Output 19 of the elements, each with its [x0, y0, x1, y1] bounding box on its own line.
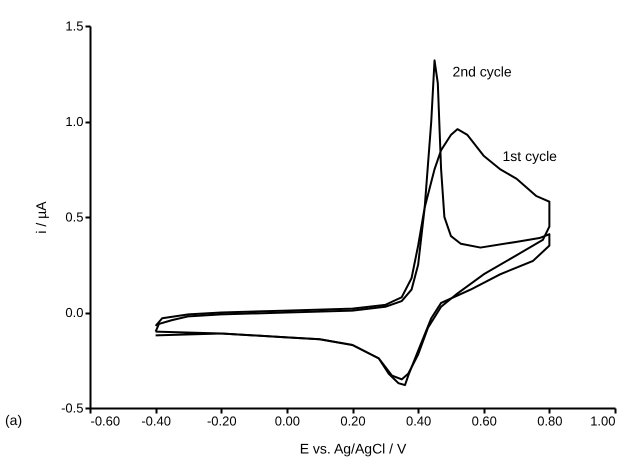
x-tick-label: 0.00: [274, 414, 300, 428]
y-tick-label: 1.0: [65, 114, 84, 129]
y-axis-title: i / µA: [33, 200, 50, 234]
y-tick-label: 1.5: [65, 18, 84, 34]
x-tick-label: 1.00: [590, 414, 616, 428]
x-tick-label: 0.20: [340, 414, 366, 428]
text: (a): [5, 412, 22, 428]
y-tick-label: -0.5: [61, 400, 84, 416]
x-tick-label: 0.60: [472, 414, 497, 428]
series-label: 2nd cycle: [452, 63, 512, 80]
x-tick-label: 0.80: [537, 414, 563, 428]
x-tick-label: 0.40: [406, 414, 432, 428]
x-tick-label: -0.60: [90, 414, 120, 428]
x-axis-title: E vs. Ag/AgCl / V: [300, 440, 407, 456]
x-tick-label: -0.20: [206, 414, 237, 428]
series-label: 1st cycle: [502, 148, 558, 164]
y-tick-label: 0.0: [65, 305, 84, 320]
y-tick-label: 0.5: [65, 210, 84, 224]
x-tick-label: -0.40: [141, 414, 171, 428]
